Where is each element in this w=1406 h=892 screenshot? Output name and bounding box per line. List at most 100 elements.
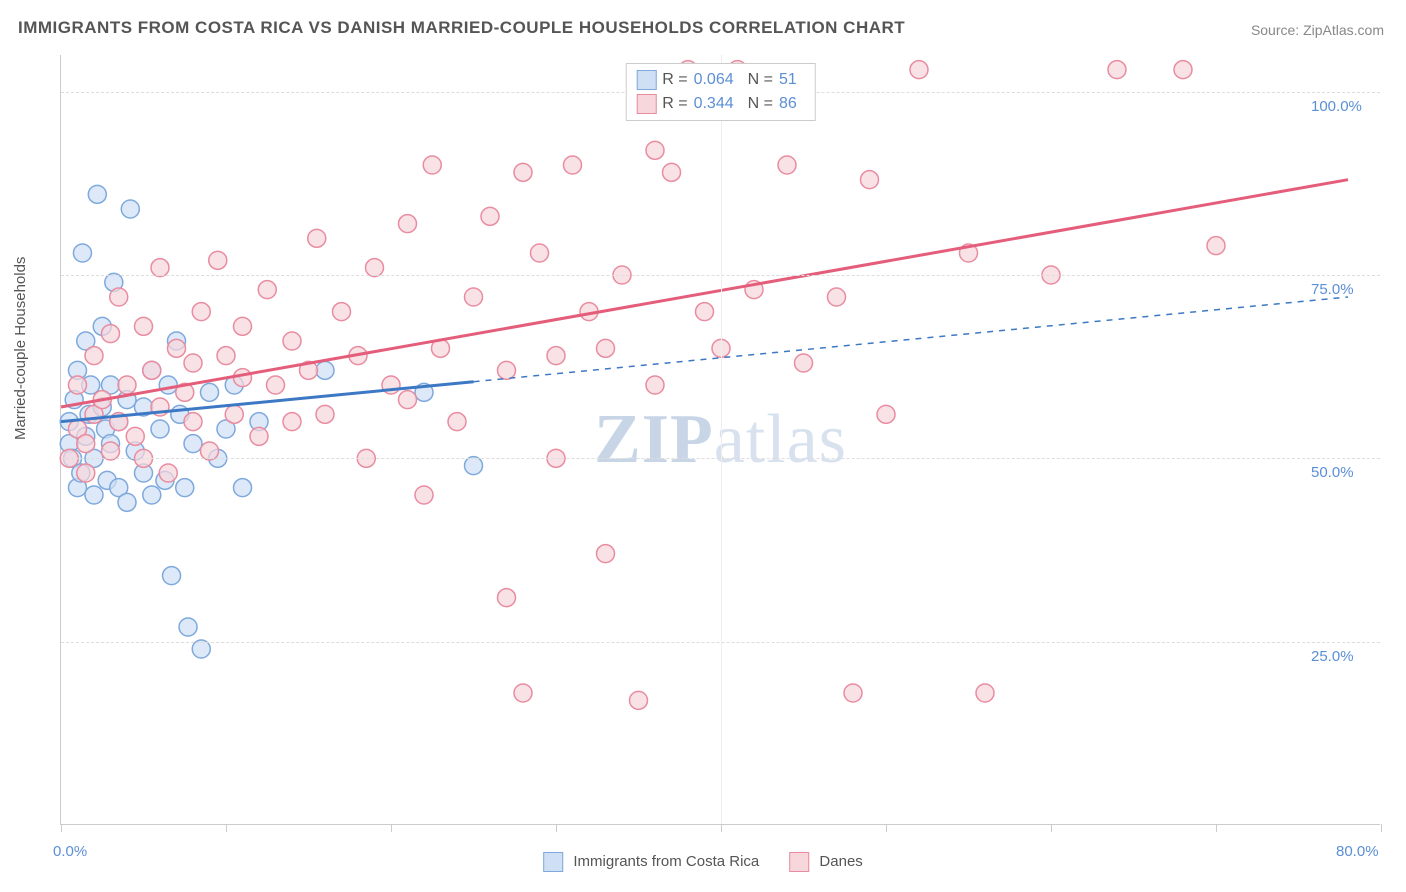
scatter-point bbox=[168, 339, 186, 357]
legend-item-danes: Danes bbox=[789, 852, 863, 872]
scatter-point bbox=[564, 156, 582, 174]
legend-item-costa-rica: Immigrants from Costa Rica bbox=[543, 852, 759, 872]
scatter-point bbox=[399, 215, 417, 233]
scatter-point bbox=[646, 141, 664, 159]
legend-row-2: R = 0.344 N = 86 bbox=[636, 92, 805, 116]
scatter-point bbox=[465, 288, 483, 306]
scatter-point bbox=[69, 376, 87, 394]
scatter-point bbox=[234, 479, 252, 497]
scatter-point bbox=[151, 259, 169, 277]
scatter-point bbox=[308, 229, 326, 247]
legend-n-value-2: 86 bbox=[779, 95, 797, 113]
scatter-point bbox=[176, 479, 194, 497]
scatter-point bbox=[126, 427, 144, 445]
scatter-point bbox=[225, 405, 243, 423]
y-axis-label: Married-couple Households bbox=[12, 257, 29, 440]
scatter-point bbox=[547, 347, 565, 365]
plot-area: ZIPatlas R = 0.064 N = 51 R = 0.344 N = … bbox=[60, 55, 1380, 825]
scatter-point bbox=[663, 163, 681, 181]
scatter-point bbox=[135, 317, 153, 335]
legend-r-label: R = bbox=[662, 95, 687, 113]
scatter-point bbox=[184, 435, 202, 453]
gridline-v bbox=[721, 55, 722, 824]
scatter-point bbox=[448, 413, 466, 431]
legend-n-value-1: 51 bbox=[779, 71, 797, 89]
y-tick-label: 75.0% bbox=[1311, 281, 1354, 298]
x-tick bbox=[1381, 824, 1382, 832]
scatter-point bbox=[283, 332, 301, 350]
scatter-point bbox=[77, 464, 95, 482]
scatter-point bbox=[399, 391, 417, 409]
scatter-point bbox=[861, 171, 879, 189]
scatter-point bbox=[597, 339, 615, 357]
scatter-point bbox=[85, 347, 103, 365]
scatter-point bbox=[531, 244, 549, 262]
scatter-point bbox=[258, 281, 276, 299]
x-tick bbox=[391, 824, 392, 832]
scatter-point bbox=[283, 413, 301, 431]
scatter-point bbox=[110, 288, 128, 306]
scatter-point bbox=[415, 486, 433, 504]
scatter-point bbox=[73, 244, 91, 262]
scatter-point bbox=[316, 361, 334, 379]
scatter-point bbox=[514, 684, 532, 702]
legend-r-label: R = bbox=[662, 71, 687, 89]
legend-swatch-costa-rica bbox=[543, 852, 563, 872]
scatter-point bbox=[514, 163, 532, 181]
scatter-point bbox=[696, 303, 714, 321]
legend-n-label: N = bbox=[748, 95, 773, 113]
x-tick bbox=[556, 824, 557, 832]
scatter-point bbox=[778, 156, 796, 174]
x-tick bbox=[721, 824, 722, 832]
scatter-point bbox=[423, 156, 441, 174]
scatter-point bbox=[795, 354, 813, 372]
x-tick bbox=[1051, 824, 1052, 832]
legend-label-danes: Danes bbox=[819, 853, 862, 870]
scatter-point bbox=[630, 691, 648, 709]
scatter-point bbox=[77, 435, 95, 453]
y-tick-label: 50.0% bbox=[1311, 464, 1354, 481]
x-tick-label: 0.0% bbox=[53, 843, 87, 860]
y-tick-label: 100.0% bbox=[1311, 98, 1362, 115]
scatter-point bbox=[192, 303, 210, 321]
scatter-point bbox=[217, 347, 235, 365]
scatter-point bbox=[85, 486, 103, 504]
scatter-point bbox=[250, 427, 268, 445]
scatter-point bbox=[597, 545, 615, 563]
scatter-point bbox=[1174, 61, 1192, 79]
legend-r-value-2: 0.344 bbox=[694, 95, 734, 113]
legend-swatch-pink bbox=[636, 94, 656, 114]
legend-series: Immigrants from Costa Rica Danes bbox=[543, 852, 863, 872]
scatter-point bbox=[163, 567, 181, 585]
scatter-point bbox=[828, 288, 846, 306]
scatter-point bbox=[267, 376, 285, 394]
scatter-point bbox=[465, 457, 483, 475]
scatter-point bbox=[201, 442, 219, 460]
scatter-point bbox=[976, 684, 994, 702]
legend-correlation: R = 0.064 N = 51 R = 0.344 N = 86 bbox=[625, 63, 816, 121]
scatter-point bbox=[151, 420, 169, 438]
legend-swatch-blue bbox=[636, 70, 656, 90]
scatter-point bbox=[184, 354, 202, 372]
scatter-point bbox=[316, 405, 334, 423]
x-tick-label: 80.0% bbox=[1336, 843, 1379, 860]
source-label: Source: ZipAtlas.com bbox=[1251, 22, 1384, 38]
scatter-point bbox=[844, 684, 862, 702]
scatter-point bbox=[88, 185, 106, 203]
scatter-point bbox=[1108, 61, 1126, 79]
scatter-point bbox=[498, 589, 516, 607]
scatter-point bbox=[1207, 237, 1225, 255]
y-tick-label: 25.0% bbox=[1311, 648, 1354, 665]
scatter-point bbox=[184, 413, 202, 431]
legend-n-label: N = bbox=[748, 71, 773, 89]
scatter-point bbox=[102, 442, 120, 460]
x-tick bbox=[226, 824, 227, 832]
scatter-point bbox=[234, 369, 252, 387]
scatter-point bbox=[481, 207, 499, 225]
scatter-point bbox=[366, 259, 384, 277]
trend-line-solid bbox=[61, 180, 1348, 407]
scatter-point bbox=[102, 325, 120, 343]
x-tick bbox=[61, 824, 62, 832]
legend-swatch-danes bbox=[789, 852, 809, 872]
scatter-point bbox=[910, 61, 928, 79]
